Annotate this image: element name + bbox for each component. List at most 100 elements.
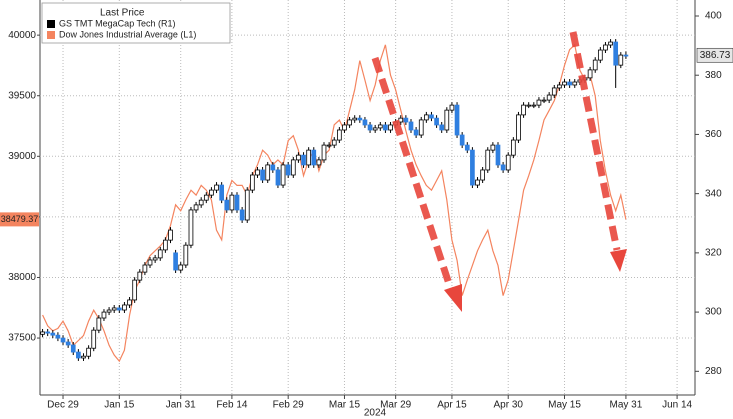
candle-body <box>352 117 358 121</box>
candle-body <box>562 81 567 86</box>
x-tick-label: Feb 29 <box>273 400 305 411</box>
candle-body <box>572 81 578 86</box>
annotations <box>371 31 627 312</box>
candle-body <box>551 87 557 96</box>
candle-body <box>439 124 445 131</box>
candle-body <box>255 169 260 176</box>
candle-body <box>510 139 516 156</box>
candle-body <box>597 49 603 61</box>
candle-body <box>546 94 552 101</box>
candle-body <box>111 307 117 311</box>
candle-body <box>521 104 526 116</box>
candle-body <box>132 279 138 301</box>
candle-body <box>224 199 230 211</box>
legend-label: Dow Jones Industrial Average (L1) <box>59 29 196 39</box>
candle-body <box>193 204 199 211</box>
candle-body <box>623 54 629 57</box>
candle-body <box>290 159 296 176</box>
candle-body <box>326 144 332 147</box>
candle-body <box>321 144 327 161</box>
candle-body <box>86 347 91 357</box>
candle-body <box>244 189 250 221</box>
x-tick-label: May 15 <box>548 400 581 411</box>
x-tick-label: Feb 14 <box>216 400 248 411</box>
legend-swatch <box>47 31 55 39</box>
candle-body <box>45 331 51 334</box>
candle-body <box>203 194 209 201</box>
red-arrow <box>569 31 621 251</box>
candle-body <box>526 104 532 107</box>
candle-body <box>157 249 163 259</box>
candle-body <box>480 169 485 181</box>
candle-body <box>454 104 460 136</box>
candle-body <box>106 309 112 313</box>
y-tick-label: 40000 <box>8 30 36 41</box>
y-tick-label: 38000 <box>8 272 36 283</box>
candle-body <box>137 271 143 281</box>
candle-body <box>592 59 598 71</box>
candle-body <box>183 244 189 266</box>
candle-body <box>239 209 245 221</box>
candle-body <box>388 124 393 131</box>
candle-body <box>168 229 173 241</box>
candle-body <box>55 334 61 339</box>
candle-body <box>536 99 542 106</box>
candle-body <box>40 331 45 335</box>
candle-body <box>429 114 434 119</box>
candle-body <box>362 119 368 126</box>
candle-body <box>608 41 613 46</box>
y2-tick-label: 300 <box>705 307 722 318</box>
candle-body <box>383 124 388 131</box>
last-price-label: 38479.37 <box>1 214 39 224</box>
candle-body <box>188 209 194 246</box>
legend-label: GS TMT MegaCap Tech (R1) <box>59 18 176 28</box>
candle-body <box>122 304 127 311</box>
y-tick-label: 39000 <box>8 151 36 162</box>
candle-body <box>367 124 373 131</box>
candle-body <box>567 81 572 86</box>
x-tick-label: Mar 29 <box>380 400 412 411</box>
candle-body <box>418 119 424 136</box>
candle-body <box>229 194 235 211</box>
x-tick-label: Dec 29 <box>47 400 79 411</box>
candle-body <box>408 121 414 131</box>
legend-box <box>41 2 231 44</box>
candle-body <box>198 199 204 206</box>
candle-body <box>260 169 265 181</box>
candle-body <box>495 144 501 166</box>
candle-body <box>613 41 619 66</box>
candle-body <box>490 144 496 151</box>
y2-tick-label: 360 <box>705 129 722 140</box>
arrowhead <box>444 284 462 312</box>
x-axis-label: 2024 <box>364 408 387 419</box>
y2-tick-label: 320 <box>705 248 722 259</box>
candle-body <box>270 164 276 171</box>
y-tick-label: 37500 <box>8 333 36 344</box>
candle-body <box>413 129 419 136</box>
y2-tick-label: 280 <box>705 366 722 377</box>
y-tick-label: 39500 <box>8 90 36 101</box>
candle-body <box>311 149 317 166</box>
last-price-label: 386.73 <box>700 50 731 61</box>
candle-body <box>76 351 81 359</box>
candle-body <box>306 149 311 166</box>
candle-body <box>147 259 153 266</box>
last-price-box <box>0 212 39 227</box>
candle-body <box>331 139 337 146</box>
candle-body <box>81 355 86 359</box>
candle-body <box>403 117 409 123</box>
candle-body <box>65 341 71 346</box>
candle-body <box>296 154 301 161</box>
candle-body <box>173 252 178 271</box>
candle-body <box>587 69 593 79</box>
candle-body <box>214 184 219 191</box>
candle-body <box>91 329 97 349</box>
candle-body <box>285 164 291 176</box>
candle-body <box>50 332 56 336</box>
candle-body <box>357 117 363 121</box>
candle-body <box>505 154 511 171</box>
candle-body <box>444 109 450 131</box>
candle-body <box>516 114 521 141</box>
candle-body <box>116 307 122 311</box>
